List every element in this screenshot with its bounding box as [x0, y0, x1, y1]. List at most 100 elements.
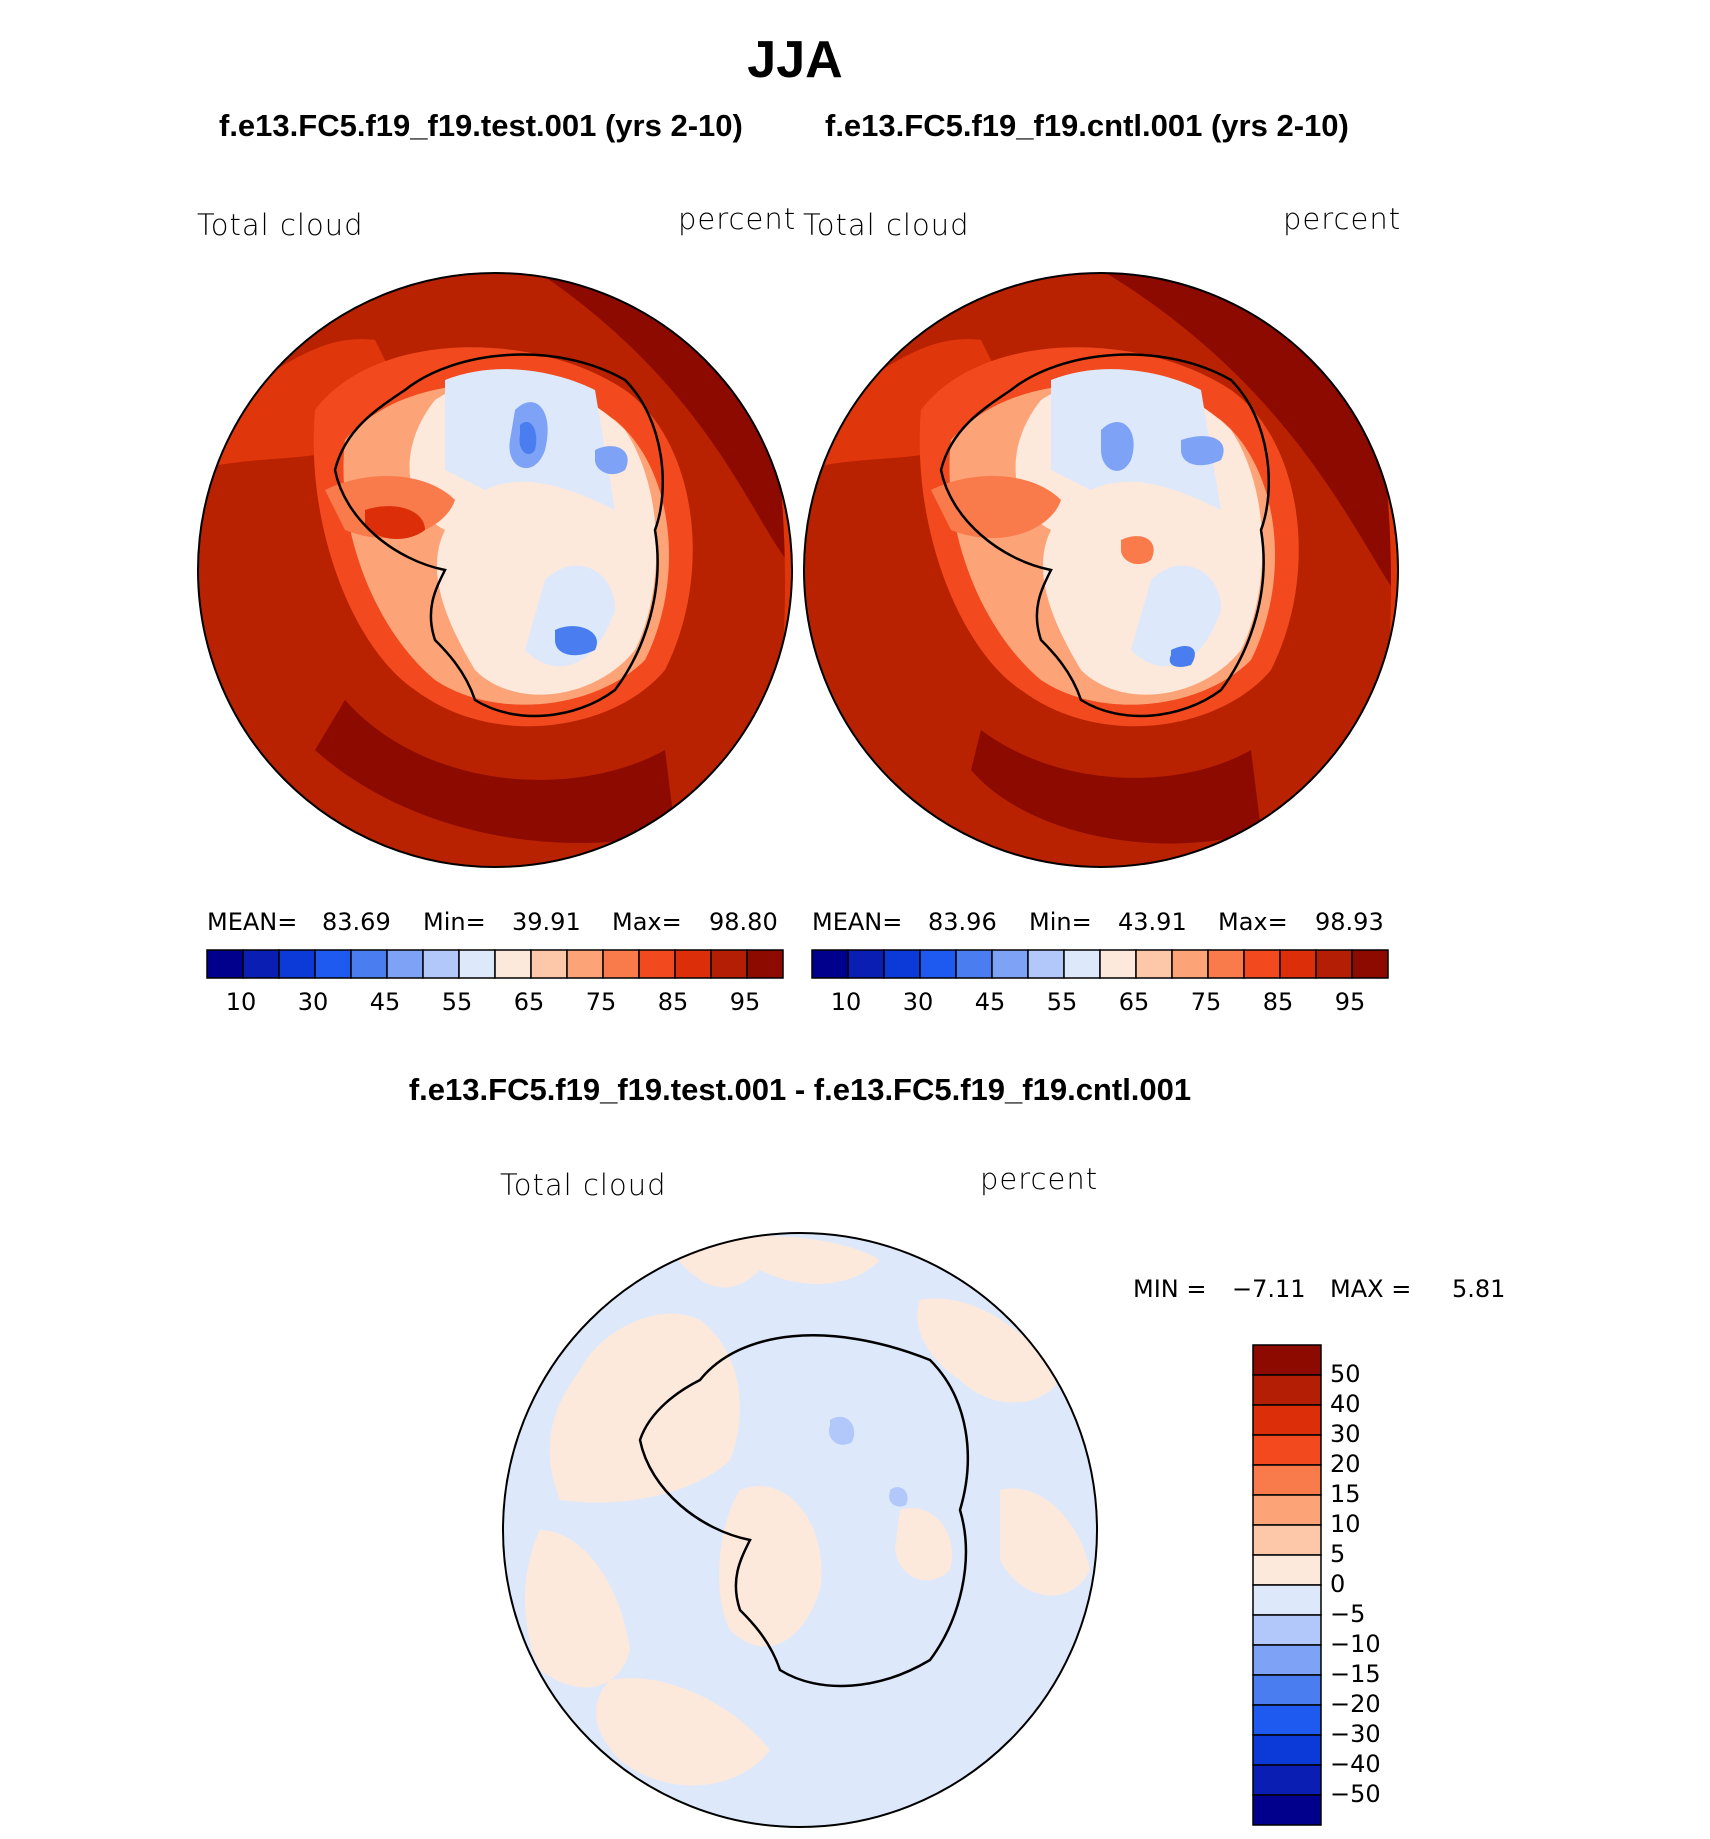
panel-right-mean-label: MEAN=	[812, 908, 903, 936]
panel-left-max: 98.80	[709, 908, 778, 936]
colorbar-diff-tick-label: 40	[1330, 1390, 1361, 1418]
colorbar-right-tick-label: 55	[1046, 988, 1078, 1016]
diff-max: 5.81	[1452, 1275, 1506, 1303]
colorbar-diff-tick-label: −20	[1330, 1690, 1381, 1718]
colorbar-left-swatch	[206, 949, 244, 979]
colorbar-left-swatch	[386, 949, 424, 979]
colorbar-right	[811, 949, 1389, 979]
colorbar-diff-tick-label: 5	[1330, 1540, 1346, 1568]
colorbar-right-swatch	[1063, 949, 1101, 979]
colorbar-diff-swatch	[1252, 1524, 1322, 1556]
colorbar-left-tick-label: 30	[297, 988, 329, 1016]
colorbar-diff-swatch	[1252, 1674, 1322, 1706]
colorbar-left-swatch	[494, 949, 532, 979]
panel-right-mean: 83.96	[928, 908, 997, 936]
colorbar-diff-swatch	[1252, 1464, 1322, 1496]
colorbar-left-swatch	[566, 949, 604, 979]
colorbar-right-swatch	[1243, 949, 1281, 979]
colorbar-left-tick-label: 10	[225, 988, 257, 1016]
colorbar-diff-swatch	[1252, 1764, 1322, 1796]
colorbar-diff-swatch	[1252, 1704, 1322, 1736]
colorbar-right-tick-label: 45	[974, 988, 1006, 1016]
colorbar-diff-swatch	[1252, 1554, 1322, 1586]
colorbar-left-tick-label: 95	[729, 988, 761, 1016]
colorbar-left-swatch	[530, 949, 568, 979]
colorbar-right-swatch	[1207, 949, 1245, 979]
colorbar-left-tick-label: 75	[585, 988, 617, 1016]
panel-right-case-label: f.e13.FC5.f19_f19.cntl.001 (yrs 2-10)	[825, 108, 1349, 143]
colorbar-right-swatch	[1279, 949, 1317, 979]
colorbar-right-tick-label: 30	[902, 988, 934, 1016]
panel-left-variable: Total cloud	[197, 208, 364, 242]
colorbar-left-swatch	[422, 949, 460, 979]
colorbar-diff-tick-label: 10	[1330, 1510, 1361, 1538]
colorbar-right-swatch	[847, 949, 885, 979]
colorbar-diff-swatch	[1252, 1374, 1322, 1406]
colorbar-left-swatch	[674, 949, 712, 979]
colorbar-diff-swatch	[1252, 1344, 1322, 1376]
panel-right-min: 43.91	[1118, 908, 1187, 936]
colorbar-diff-tick-label: 15	[1330, 1480, 1361, 1508]
colorbar-left-swatch	[602, 949, 640, 979]
colorbar-diff-tick-label: 20	[1330, 1450, 1361, 1478]
colorbar-left-tick-label: 55	[441, 988, 473, 1016]
colorbar-right-tick-label: 85	[1262, 988, 1294, 1016]
colorbar-right-swatch	[1135, 949, 1173, 979]
colorbar-right-swatch	[1099, 949, 1137, 979]
colorbar-left-swatch	[746, 949, 784, 979]
panel-right-units: percent	[1283, 202, 1402, 236]
colorbar-diff-tick-label: −15	[1330, 1660, 1381, 1688]
colorbar-diff-swatch	[1252, 1404, 1322, 1436]
panel-left-case-label: f.e13.FC5.f19_f19.test.001 (yrs 2-10)	[219, 108, 743, 143]
colorbar-diff-swatch	[1252, 1644, 1322, 1676]
colorbar-diff-tick-label: −5	[1330, 1600, 1366, 1628]
panel-right-min-label: Min=	[1029, 908, 1092, 936]
panel-left-min: 39.91	[512, 908, 581, 936]
diff-min: −7.11	[1232, 1275, 1306, 1303]
colorbar-right-tick-label: 75	[1190, 988, 1222, 1016]
colorbar-diff-tick-label: −10	[1330, 1630, 1381, 1658]
colorbar-right-swatch	[1171, 949, 1209, 979]
colorbar-right-swatch	[1315, 949, 1353, 979]
panel-left-max-label: Max=	[612, 908, 682, 936]
colorbar-diff-tick-label: −30	[1330, 1720, 1381, 1748]
colorbar-right-swatch	[991, 949, 1029, 979]
colorbar-left-tick-label: 85	[657, 988, 689, 1016]
colorbar-diff	[1252, 1344, 1322, 1826]
colorbar-left-swatch	[278, 949, 316, 979]
colorbar-left-swatch	[314, 949, 352, 979]
diff-units: percent	[980, 1162, 1099, 1196]
colorbar-right-tick-label: 95	[1334, 988, 1366, 1016]
colorbar-diff-tick-label: 50	[1330, 1360, 1361, 1388]
colorbar-diff-tick-label: 0	[1330, 1570, 1346, 1598]
colorbar-left-tick-label: 45	[369, 988, 401, 1016]
colorbar-left-swatch	[350, 949, 388, 979]
colorbar-diff-swatch	[1252, 1584, 1322, 1616]
map-left	[197, 272, 793, 868]
colorbar-left-swatch	[710, 949, 748, 979]
colorbar-left-swatch	[638, 949, 676, 979]
colorbar-left-swatch	[242, 949, 280, 979]
diff-title: f.e13.FC5.f19_f19.test.001 - f.e13.FC5.f…	[408, 1072, 1192, 1107]
panel-left-min-label: Min=	[423, 908, 486, 936]
colorbar-diff-tick-label: −40	[1330, 1750, 1381, 1778]
colorbar-diff-swatch	[1252, 1434, 1322, 1466]
colorbar-right-swatch	[1351, 949, 1389, 979]
panel-left-units: percent	[678, 202, 797, 236]
colorbar-diff-tick-label: 30	[1330, 1420, 1361, 1448]
colorbar-diff-swatch	[1252, 1494, 1322, 1526]
colorbar-right-tick-label: 65	[1118, 988, 1150, 1016]
colorbar-right-swatch	[883, 949, 921, 979]
panel-right-max-label: Max=	[1218, 908, 1288, 936]
colorbar-right-swatch	[955, 949, 993, 979]
diff-variable: Total cloud	[500, 1168, 667, 1202]
diff-max-label: MAX =	[1330, 1275, 1412, 1303]
diff-min-label: MIN =	[1133, 1275, 1207, 1303]
colorbar-diff-swatch	[1252, 1614, 1322, 1646]
colorbar-right-tick-label: 10	[830, 988, 862, 1016]
colorbar-left-swatch	[458, 949, 496, 979]
colorbar-diff-tick-label: −50	[1330, 1780, 1381, 1808]
colorbar-left	[206, 949, 784, 979]
map-right	[803, 272, 1399, 868]
panel-right-max: 98.93	[1315, 908, 1384, 936]
